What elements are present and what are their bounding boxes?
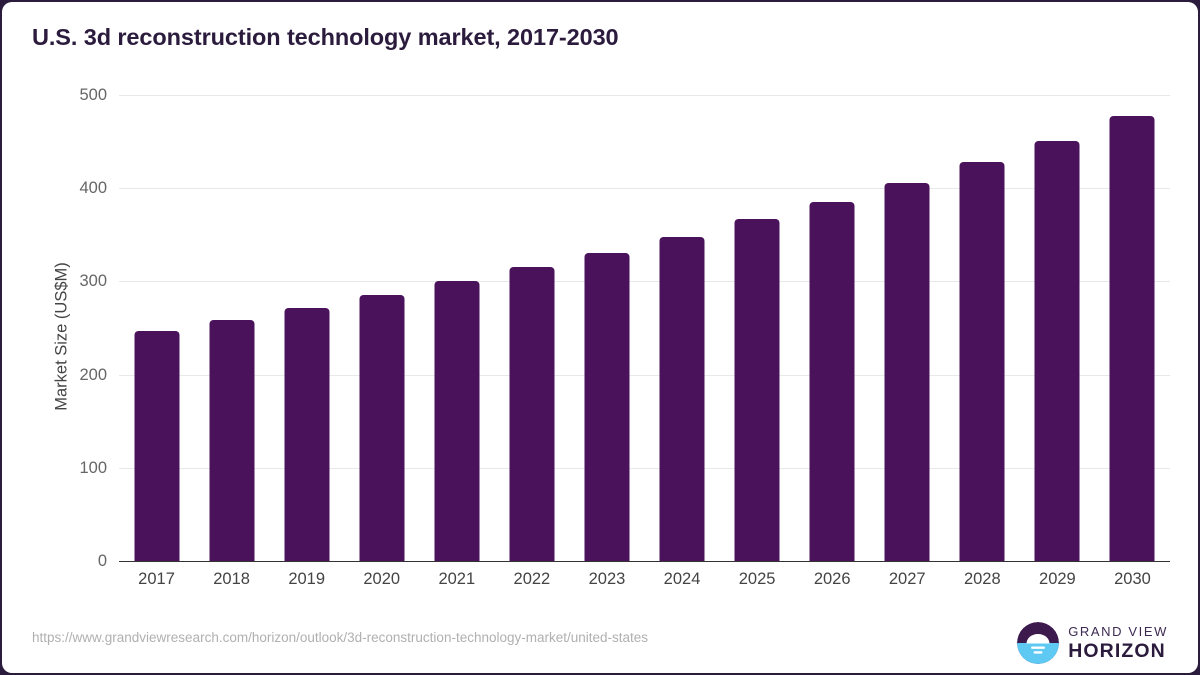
bars-group: [119, 2, 1170, 673]
x-axis-tick-label: 2019: [288, 570, 326, 588]
y-axis-tick-label: 400: [79, 179, 107, 198]
bar-2024[interactable]: [659, 236, 705, 561]
bar-slot: [344, 95, 419, 561]
bar-slot: [569, 95, 644, 561]
bar-slot: [119, 95, 194, 561]
x-axis-tick-label: 2020: [363, 570, 401, 588]
bar-2019[interactable]: [284, 307, 330, 561]
bar-2018[interactable]: [209, 319, 255, 561]
bar-slot: [1020, 95, 1095, 561]
bar-2020[interactable]: [359, 295, 405, 561]
x-axis-tick-label: 2018: [213, 570, 250, 588]
bar-2026[interactable]: [809, 202, 855, 561]
y-axis-tick-label: 500: [79, 86, 107, 104]
logo-bottom-text: HORIZON: [1068, 639, 1166, 662]
logo-wordmark: GRAND VIEW HORIZON: [1068, 625, 1168, 662]
source-url[interactable]: https://www.grandviewresearch.com/horizo…: [32, 630, 649, 645]
logo-top-text: GRAND VIEW: [1068, 623, 1168, 639]
gridline: [119, 281, 1170, 283]
x-axis-tick-label: 2029: [1039, 570, 1076, 588]
x-axis-tick-label: 2017: [138, 570, 175, 588]
x-axis-ticks: 2017 2018 2019 2020 2021 2022 2023 2024 2025 2026…: [119, 2, 1170, 673]
bar-slot: [494, 95, 569, 561]
bar-slot: [1095, 95, 1170, 561]
bar-slot: [419, 95, 494, 561]
bar-slot: [945, 95, 1020, 561]
x-axis-tick-label: 2030: [1114, 570, 1151, 588]
bar-2017[interactable]: [134, 330, 180, 561]
grand-view-horizon-logo: GRAND VIEW HORIZON: [1017, 622, 1168, 664]
x-axis-tick-label: 2022: [513, 570, 551, 588]
bar-slot: [795, 95, 870, 561]
x-axis-tick-label: 2023: [588, 570, 626, 588]
bar-2030[interactable]: [1109, 115, 1155, 561]
gridline: [119, 467, 1170, 469]
bar-2023[interactable]: [584, 252, 630, 561]
bar-slot: [645, 95, 720, 561]
gridline: [119, 95, 1170, 96]
bar-2028[interactable]: [959, 162, 1005, 561]
bar-slot: [870, 95, 945, 561]
bar-2022[interactable]: [509, 267, 555, 561]
x-axis-tick-label: 2028: [963, 570, 1001, 588]
gridlines-group: [119, 2, 1170, 673]
page-title: U.S. 3d reconstruction technology market…: [32, 24, 619, 50]
bar-slot: [194, 95, 269, 561]
gridline: [119, 374, 1170, 376]
y-axis-tick-label: 300: [79, 272, 107, 291]
horizon-circle-icon: [1017, 622, 1060, 664]
bar-2029[interactable]: [1034, 140, 1080, 561]
x-axis-line: [119, 561, 1170, 562]
x-axis-tick-label: 2025: [738, 570, 776, 588]
x-axis-tick-label: 2026: [813, 570, 851, 588]
bar-2027[interactable]: [884, 182, 930, 561]
bar-2021[interactable]: [434, 281, 480, 561]
gridline: [119, 188, 1170, 190]
x-axis-tick-label: 2027: [888, 570, 926, 588]
bar-2025[interactable]: [734, 218, 780, 561]
y-axis-tick-label: 100: [79, 458, 107, 477]
x-axis-tick-label: 2024: [663, 570, 701, 588]
bar-slot: [720, 95, 795, 561]
bar-slot: [269, 95, 344, 561]
y-axis-tick-label: 0: [97, 552, 107, 570]
x-axis-tick-label: 2021: [438, 570, 476, 588]
y-axis-tick-label: 200: [79, 365, 107, 384]
